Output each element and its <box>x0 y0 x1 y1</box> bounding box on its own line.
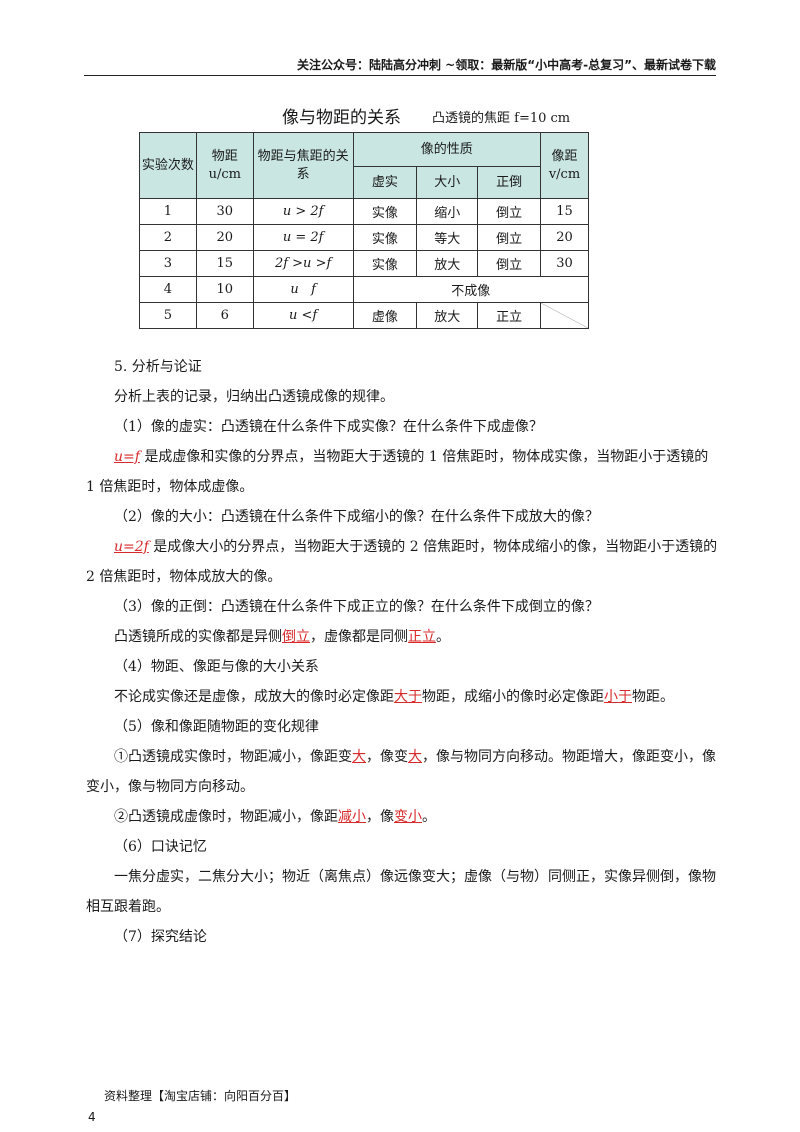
cell-no-image: 不成像 <box>352 276 589 303</box>
footer-shop: 资料整理【淘宝店铺：向阳百分百】 <box>104 1089 297 1103</box>
cell-real-virtual: 实像 <box>352 198 418 225</box>
answer-highlight: 小于 <box>604 689 632 705</box>
cell-u: 20 <box>195 224 254 251</box>
answer-5b: ②凸透镜成虚像时，物距减小，像距减小，像变小。 <box>86 802 720 832</box>
cell-size: 缩小 <box>416 198 479 225</box>
table-row: 5 6 u <f 虚像 放大 正立 <box>139 302 589 329</box>
answer-text: ②凸透镜成虚像时，物距减小，像距 <box>114 809 338 825</box>
cell-u: 30 <box>195 198 254 225</box>
focal-length-note: 凸透镜的焦距 f=10 cm <box>432 111 571 126</box>
cell-size: 等大 <box>416 224 479 251</box>
question-2: （2）像的大小：凸透镜在什么条件下成缩小的像？在什么条件下成放大的像？ <box>114 509 599 525</box>
answer-4: 不论成实像还是虚像，成放大的像时必定像距大于物距，成缩小的像时必定像距小于物距。 <box>86 682 720 712</box>
answer-text: 。 <box>422 809 436 825</box>
header-object-distance: 物距 u/cm <box>195 132 254 199</box>
header-orientation: 正倒 <box>477 166 541 199</box>
question-5: （5）像和像距随物距的变化规律 <box>114 719 319 735</box>
cell-v: 15 <box>540 198 589 225</box>
cell-real-virtual: 实像 <box>352 250 418 277</box>
answer-text: 是成虚像和实像的分界点，当物距大于透镜的 1 倍焦距时，物体成实像，当物距小于透… <box>86 449 709 495</box>
answer-text: 物距。 <box>632 689 674 705</box>
header-rule <box>84 75 716 76</box>
answer-text: ，像与物同方向移动。物距增大，像距变小，像变小，像与物同方向移动。 <box>86 749 716 795</box>
header-image-distance: 像距 v/cm <box>540 132 589 199</box>
intro-text: 分析上表的记录，归纳出凸透镜成像的规律。 <box>114 389 394 405</box>
answer-highlight: 正立 <box>408 629 436 645</box>
question-7: （7）探究结论 <box>114 929 207 945</box>
question-1: （1）像的虚实：凸透镜在什么条件下成实像？在什么条件下成虚像？ <box>114 419 543 435</box>
table-row: 3 15 2f >u >f 实像 放大 倒立 30 <box>139 250 589 277</box>
answer-highlight: 减小 <box>338 809 366 825</box>
answer-text: 。 <box>436 629 450 645</box>
answer-text: 物距，成缩小的像时必定像距 <box>422 689 604 705</box>
table-row: 1 30 u > 2f 实像 缩小 倒立 15 <box>139 198 589 225</box>
cell-v: 20 <box>540 224 589 251</box>
cell-u: 10 <box>195 276 254 303</box>
question-4: （4）物距、像距与像的大小关系 <box>114 659 319 675</box>
table-title: 像与物距的关系 <box>282 108 401 128</box>
answer-highlight: 大 <box>352 749 366 765</box>
cell-orientation: 倒立 <box>477 250 541 277</box>
answer-highlight: 倒立 <box>282 629 310 645</box>
data-table: 实验次数 物距 u/cm 物距与焦距的关系 像的性质 像距 v/cm 虚实 大小… <box>139 132 589 329</box>
cell-trial: 5 <box>139 302 197 329</box>
cell-relation: u > 2f <box>252 198 354 225</box>
header-size: 大小 <box>416 166 479 199</box>
cell-orientation: 倒立 <box>477 198 541 225</box>
cell-real-virtual: 实像 <box>352 224 418 251</box>
diagonal-slash <box>541 303 588 328</box>
cell-relation: 2f >u >f <box>252 250 354 277</box>
question-3: （3）像的正倒：凸透镜在什么条件下成正立的像？在什么条件下成倒立的像？ <box>114 599 599 615</box>
answer-text: 不论成实像还是虚像，成放大的像时必定像距 <box>114 689 394 705</box>
answer-highlight: 大于 <box>394 689 422 705</box>
cell-relation: u = 2f <box>252 224 354 251</box>
cell-trial: 3 <box>139 250 197 277</box>
cell-v-empty <box>540 302 589 329</box>
cell-relation: u f <box>252 276 354 303</box>
header-trial: 实验次数 <box>139 132 197 199</box>
answer-highlight: 大 <box>408 749 422 765</box>
table-row: 2 20 u = 2f 实像 等大 倒立 20 <box>139 224 589 251</box>
answer-text: ，像 <box>366 809 394 825</box>
page-header: 关注公众号：陆陆高分冲刺 ~领取：最新版“小中高考-总复习”、最新试卷下载 <box>297 58 716 72</box>
cell-v: 30 <box>540 250 589 277</box>
cell-trial: 4 <box>139 276 197 303</box>
answer-text: ，虚像都是同侧 <box>310 629 408 645</box>
answer-highlight: 变小 <box>394 809 422 825</box>
answer-3: 凸透镜所成的实像都是异侧倒立，虚像都是同侧正立。 <box>86 622 720 652</box>
answer-text: ，像变 <box>366 749 408 765</box>
answer-2: u=2f 是成像大小的分界点，当物距大于透镜的 2 倍焦距时，物体成缩小的像，当… <box>86 532 720 592</box>
cell-relation: u <f <box>252 302 354 329</box>
cell-u: 6 <box>195 302 254 329</box>
answer-5a: ①凸透镜成实像时，物距减小，像距变大，像变大，像与物同方向移动。物距增大，像距变… <box>86 742 720 802</box>
header-image-nature: 像的性质 <box>352 132 541 167</box>
answer-1: u=f 是成虚像和实像的分界点，当物距大于透镜的 1 倍焦距时，物体成实像，当物… <box>86 442 720 502</box>
mnemonic-text: 一焦分虚实，二焦分大小；物近（离焦点）像远像变大；虚像（与物）同侧正，实像异侧倒… <box>86 869 716 915</box>
cell-u: 15 <box>195 250 254 277</box>
cell-orientation: 倒立 <box>477 224 541 251</box>
cell-size: 放大 <box>416 302 479 329</box>
question-6: （6）口诀记忆 <box>114 839 207 855</box>
cell-real-virtual: 虚像 <box>352 302 418 329</box>
answer-text: 凸透镜所成的实像都是异侧 <box>114 629 282 645</box>
answer-highlight: u=2f <box>114 539 149 555</box>
cell-trial: 1 <box>139 198 197 225</box>
page-number: 4 <box>88 1110 96 1124</box>
section-title: 5. 分析与论证 <box>114 359 202 375</box>
table-row: 4 10 u f 不成像 <box>139 276 589 303</box>
cell-trial: 2 <box>139 224 197 251</box>
answer-text: 是成像大小的分界点，当物距大于透镜的 2 倍焦距时，物体成缩小的像，当物距小于透… <box>86 539 718 585</box>
cell-size: 放大 <box>416 250 479 277</box>
analysis-section: 5. 分析与论证 分析上表的记录，归纳出凸透镜成像的规律。 （1）像的虚实：凸透… <box>86 352 720 952</box>
answer-text: ①凸透镜成实像时，物距减小，像距变 <box>114 749 352 765</box>
cell-orientation: 正立 <box>477 302 541 329</box>
header-real-virtual: 虚实 <box>352 166 418 199</box>
answer-highlight: u=f <box>114 449 140 465</box>
header-relation: 物距与焦距的关系 <box>252 132 354 199</box>
table-caption: 像与物距的关系 凸透镜的焦距 f=10 cm <box>282 103 602 128</box>
